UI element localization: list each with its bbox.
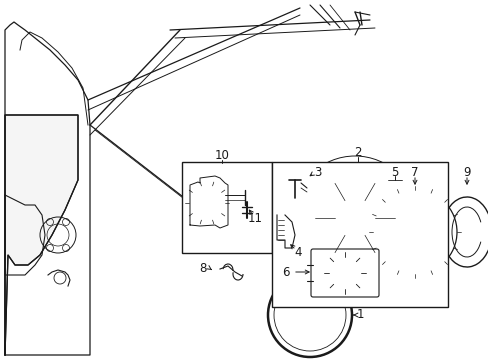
Text: 7: 7 xyxy=(410,166,418,179)
Bar xyxy=(271,162,447,307)
Text: 3: 3 xyxy=(314,166,321,179)
Text: 11: 11 xyxy=(247,212,262,225)
Text: 2: 2 xyxy=(353,145,361,158)
Text: 8: 8 xyxy=(199,261,206,274)
Text: 5: 5 xyxy=(390,166,398,179)
Text: 4: 4 xyxy=(294,246,301,258)
Text: 1: 1 xyxy=(356,309,363,321)
Bar xyxy=(182,162,271,253)
Text: 9: 9 xyxy=(462,166,470,179)
Polygon shape xyxy=(5,115,78,355)
Text: 6: 6 xyxy=(282,266,289,279)
Text: 10: 10 xyxy=(214,149,229,162)
